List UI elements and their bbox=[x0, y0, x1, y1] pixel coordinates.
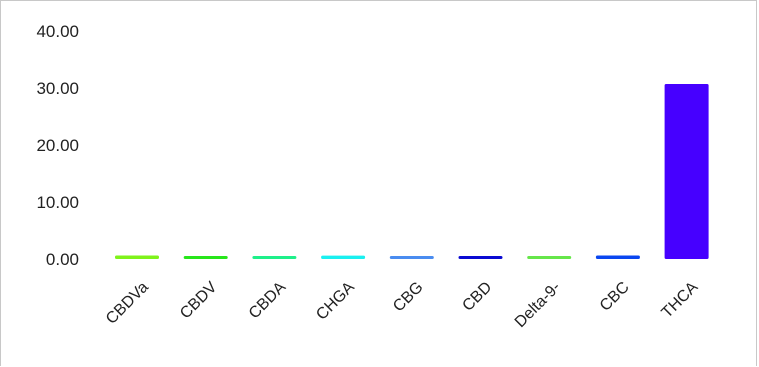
y-tick-label: 20.00 bbox=[36, 136, 79, 155]
x-axis-labels: CBDVa CBDV CBDA CHGA CBG CBD Delta-9- CBC THCA bbox=[103, 279, 702, 331]
x-tick-label: Delta-9- bbox=[512, 279, 564, 331]
bar-cbdva[interactable] bbox=[115, 255, 159, 259]
x-tick-label: CBDV bbox=[177, 279, 221, 323]
x-tick-label: CHGA bbox=[313, 279, 358, 324]
bar-delta-9[interactable] bbox=[527, 256, 572, 259]
bar-cbc[interactable] bbox=[595, 255, 640, 259]
bar-cbda[interactable] bbox=[252, 256, 297, 259]
y-axis-ticks: 0.00 10.00 20.00 30.00 40.00 bbox=[36, 22, 79, 269]
x-tick-label: CBD bbox=[459, 279, 495, 315]
x-tick-label: CBDVa bbox=[103, 279, 152, 328]
y-tick-label: 40.00 bbox=[36, 22, 79, 41]
x-tick-label: THCA bbox=[659, 279, 702, 322]
x-tick-label: CBC bbox=[597, 279, 633, 315]
bar-cbg[interactable] bbox=[389, 256, 434, 259]
x-tick-label: CBDA bbox=[246, 279, 290, 323]
y-tick-label: 10.00 bbox=[36, 193, 79, 212]
bar-chga[interactable] bbox=[321, 255, 366, 259]
x-tick-label: CBG bbox=[390, 279, 427, 316]
bar-thca[interactable] bbox=[664, 84, 709, 259]
y-tick-label: 0.00 bbox=[46, 250, 79, 269]
bar-cbdv[interactable] bbox=[183, 256, 228, 259]
y-tick-label: 30.00 bbox=[36, 79, 79, 98]
bar-cbd[interactable] bbox=[458, 256, 503, 259]
bars bbox=[115, 84, 709, 259]
